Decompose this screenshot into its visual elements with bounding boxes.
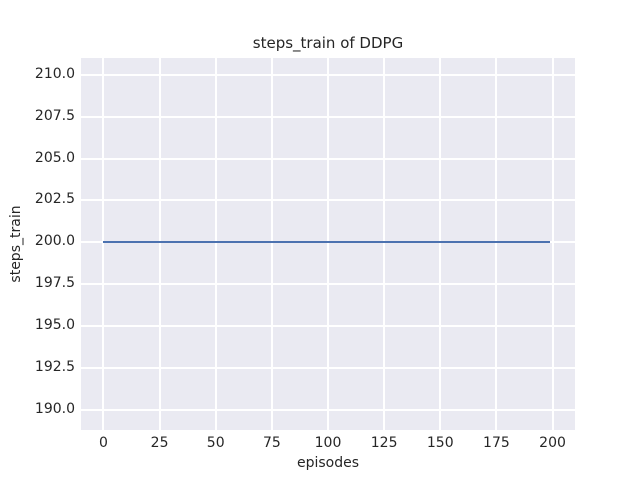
x-tick-label: 200 [539,435,566,451]
x-gridline [214,58,217,430]
y-tick-label: 205.0 [34,149,75,166]
y-tick-label: 202.5 [34,191,75,208]
y-tick-label: 190.0 [34,400,75,417]
x-tick-label: 100 [314,435,342,451]
y-tick-label: 210.0 [34,65,75,82]
x-gridline [495,58,498,430]
x-tick-label: 25 [150,435,169,451]
x-gridline [439,58,442,430]
x-tick-label: 175 [483,435,510,451]
y-gridline [81,325,575,328]
x-gridline [270,58,273,430]
y-tick-label: 197.5 [34,275,75,292]
x-gridline [158,58,161,430]
x-axis-label: episodes [296,455,360,471]
chart-title: steps_train of DDPG [252,34,404,52]
y-gridline [81,115,575,118]
x-gridline [383,58,386,430]
y-gridline [81,367,575,369]
x-tick-label: 50 [206,435,225,451]
plot-area [81,58,575,430]
y-tick-label: 195.0 [34,317,75,334]
x-tick-label: 150 [426,435,454,451]
y-tick-label: 192.5 [34,359,75,375]
x-tick-label: 75 [262,435,281,451]
y-gridline [81,157,575,160]
x-tick-label: 0 [98,435,108,451]
x-tick-label: 125 [370,435,398,451]
y-gridline [81,73,575,76]
y-gridline [81,199,575,202]
series-line-steps_train [103,241,551,244]
y-tick-label: 207.5 [34,107,75,124]
x-gridline [551,58,554,430]
y-tick-label: 200.0 [34,233,75,250]
y-gridline [81,283,575,286]
x-gridline [102,58,105,430]
y-gridline [81,408,575,411]
x-gridline [327,58,329,430]
